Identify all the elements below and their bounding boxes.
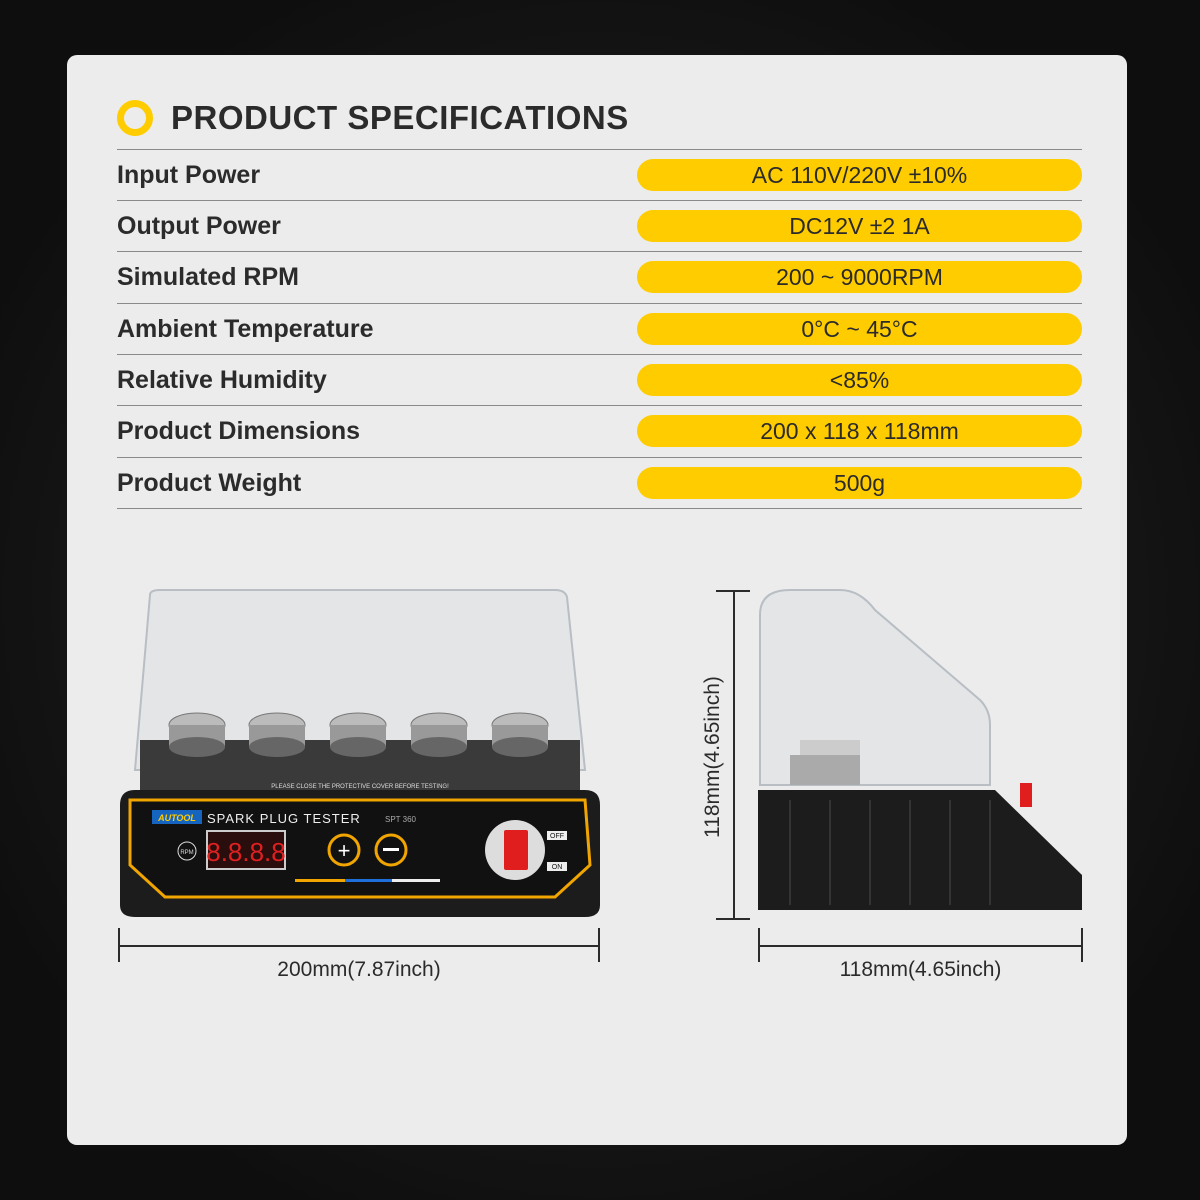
spec-label: Simulated RPM: [117, 263, 299, 291]
product-front-view: PLEASE CLOSE THE PROTECTIVE COVER BEFORE…: [120, 589, 600, 917]
minus-icon: [383, 848, 399, 851]
plus-icon: +: [338, 838, 351, 863]
protective-cover: [133, 589, 587, 771]
dimension-tick: [716, 918, 750, 920]
protective-cover: [759, 589, 991, 786]
rpm-indicator: [177, 841, 197, 861]
spec-label: Product Dimensions: [117, 417, 361, 445]
rpm-label: RPM: [180, 850, 193, 856]
spec-value: 0°C ~ 45°C: [637, 313, 1082, 345]
rpm-display: [206, 830, 286, 870]
depth-dimension-line: [758, 945, 1083, 947]
spec-label: Relative Humidity: [117, 365, 327, 394]
power-switch: [504, 830, 528, 870]
spec-value: DC12V ±2 1A: [637, 210, 1082, 242]
display-digits: 8.8.8.8: [206, 837, 286, 867]
dimension-tick: [716, 590, 750, 592]
warning-text: PLEASE CLOSE THE PROTECTIVE COVER BEFORE…: [271, 784, 449, 790]
bullet-icon: [117, 100, 153, 136]
on-label: ON: [552, 864, 563, 871]
spec-row: Relative Humidity <85%: [117, 355, 1082, 406]
dimension-tick: [758, 928, 760, 962]
spec-row: Product Weight 500g: [117, 458, 1082, 509]
spec-row: Simulated RPM 200 ~ 9000RPM: [117, 252, 1082, 304]
spec-value: <85%: [637, 364, 1082, 396]
height-dimension-line: [733, 590, 735, 920]
spec-label: Input Power: [117, 160, 261, 189]
page-title: PRODUCT SPECIFICATIONS: [171, 99, 629, 136]
spec-row: Ambient Temperature 0°C ~ 45°C: [117, 304, 1082, 355]
front-width-label: 200mm(7.87inch): [277, 958, 441, 981]
side-depth-label: 118mm(4.65inch): [839, 958, 1002, 981]
spec-table: Input Power AC 110V/220V ±10% Output Powe…: [117, 149, 1082, 509]
header: PRODUCT SPECIFICATIONS: [117, 99, 629, 137]
product-name: SPARK PLUG TESTER: [207, 811, 361, 826]
spec-value: AC 110V/220V ±10%: [637, 159, 1082, 191]
spec-label: Product Weight: [117, 468, 302, 497]
plug-sockets: [790, 740, 860, 785]
plus-button: [327, 833, 361, 867]
product-side-view: [758, 589, 1082, 910]
dimension-tick: [1081, 928, 1083, 962]
spec-row: Product Dimensions 200 x 118 x 118mm: [117, 406, 1082, 458]
spec-row: Output Power DC12V ±2 1A: [117, 201, 1082, 252]
spec-value: 200 ~ 9000RPM: [637, 261, 1082, 293]
brand-logo: [152, 810, 202, 824]
dimension-tick: [118, 928, 120, 962]
minus-button: [374, 833, 408, 867]
model-badge: SPT 360: [385, 815, 417, 824]
power-switch: [1020, 783, 1032, 807]
spec-value: 200 x 118 x 118mm: [637, 415, 1082, 447]
side-height-label: 118mm(4.65inch): [701, 676, 724, 838]
spec-value: 500g: [637, 467, 1082, 499]
plug-sockets: [168, 712, 549, 757]
spec-label: Output Power: [117, 211, 281, 240]
off-label: OFF: [550, 833, 564, 840]
side-ribs: [789, 800, 991, 905]
base-body: [758, 790, 1082, 910]
brand-text: AUTOOL: [157, 813, 196, 823]
spec-label: Ambient Temperature: [117, 314, 374, 343]
spec-row: Input Power AC 110V/220V ±10%: [117, 150, 1082, 201]
dimension-tick: [598, 928, 600, 962]
width-dimension-line: [118, 945, 600, 947]
